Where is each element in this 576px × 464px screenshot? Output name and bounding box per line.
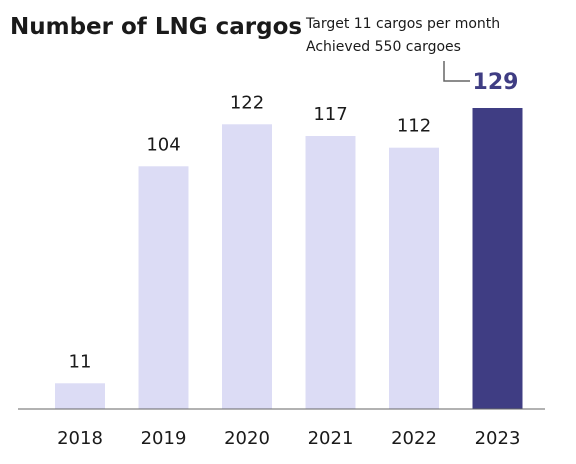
- annotation-line-target: Target 11 cargos per month: [305, 16, 500, 32]
- value-label-2018: 11: [69, 351, 92, 372]
- annotation-leader-line: [443, 61, 470, 82]
- x-tick-label-2022: 2022: [391, 428, 437, 449]
- bar-2020: [222, 124, 272, 410]
- x-tick-label-2020: 2020: [224, 428, 270, 449]
- value-label-2021: 117: [313, 104, 347, 125]
- x-tick-label-2018: 2018: [57, 428, 103, 449]
- x-tick-label-group: 2018 2019 2020 2021 2022 2023: [57, 428, 520, 449]
- x-tick-label-2023: 2023: [475, 428, 521, 449]
- x-tick-label-2021: 2021: [308, 428, 354, 449]
- annotation-line-achieved: Achieved 550 cargoes: [306, 39, 461, 55]
- bar-2022: [389, 147, 439, 409]
- chart-title: Number of LNG cargos: [10, 14, 302, 40]
- bar-2018: [55, 383, 105, 409]
- bar-2019: [138, 166, 189, 409]
- value-label-2023: 129: [473, 70, 519, 95]
- bar-2021: [305, 136, 356, 409]
- value-label-group: 11 104 122 117 112 129: [69, 70, 519, 372]
- value-label-2022: 112: [397, 116, 431, 137]
- value-label-2019: 104: [146, 134, 180, 155]
- bar-group: [55, 108, 523, 410]
- x-tick-label-2019: 2019: [141, 428, 187, 449]
- value-label-2020: 122: [230, 92, 264, 113]
- bar-2023: [472, 108, 523, 409]
